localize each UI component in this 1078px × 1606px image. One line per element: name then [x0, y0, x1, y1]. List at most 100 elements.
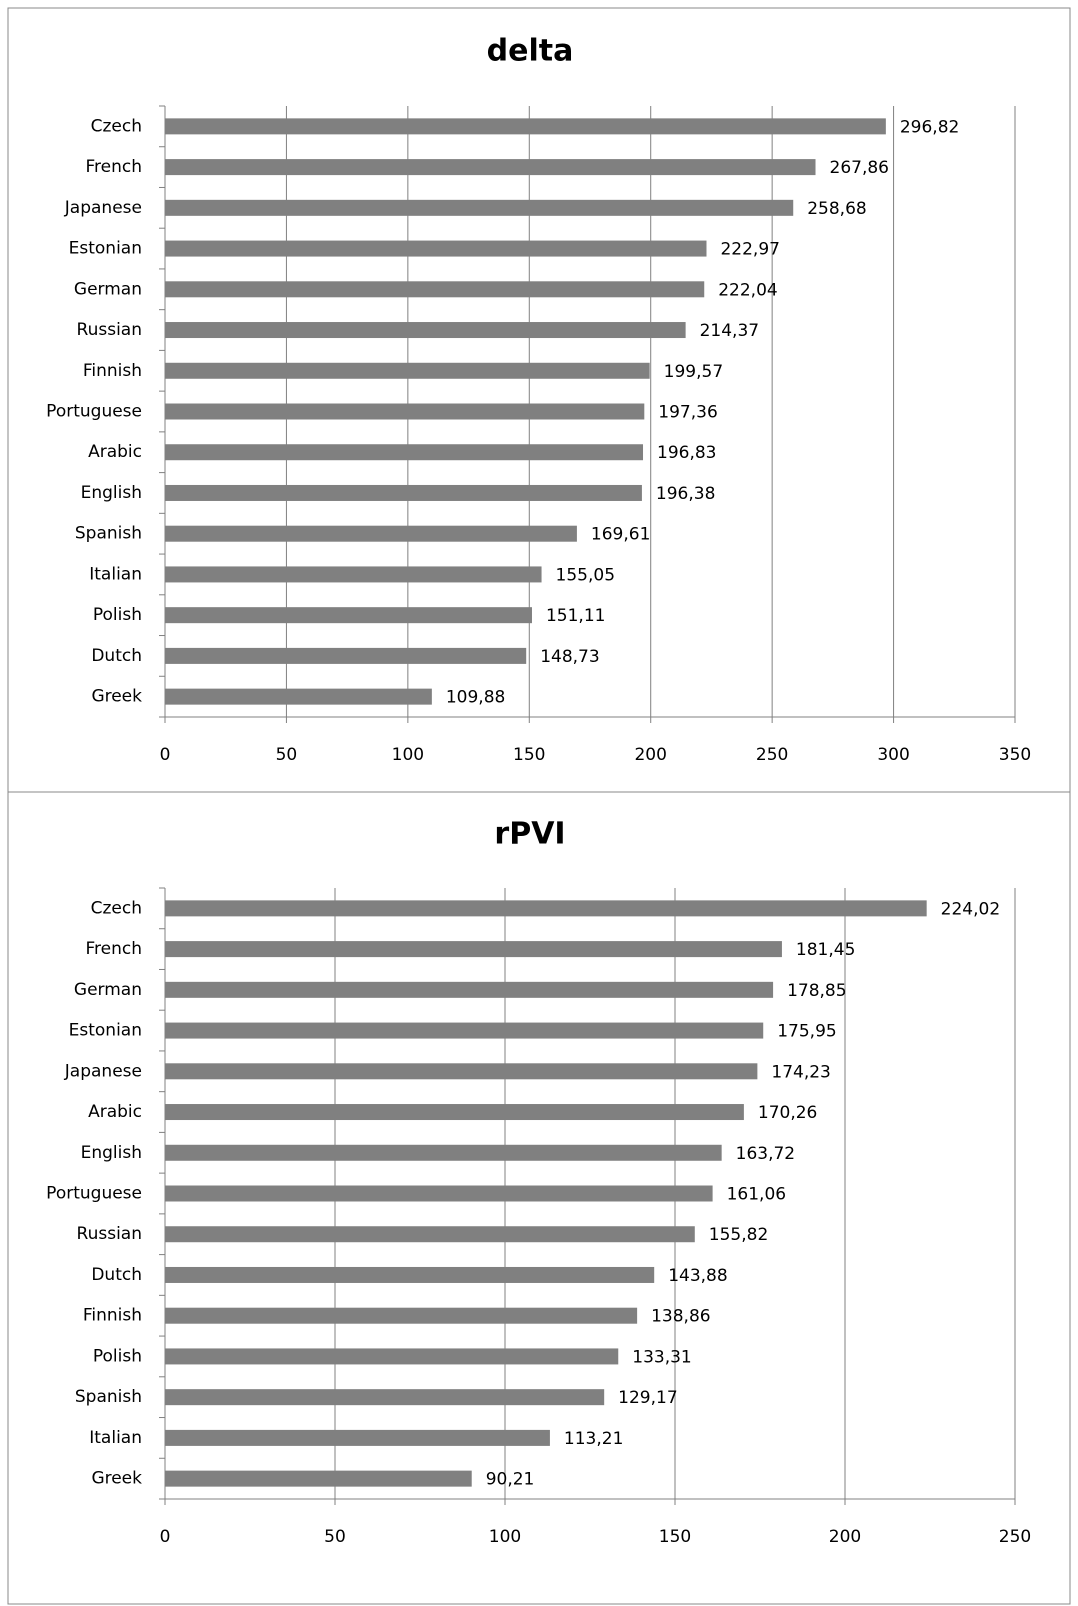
y-tick-label: English [81, 483, 142, 503]
y-tick-label: Russian [77, 1224, 142, 1244]
chart-title: delta [487, 34, 574, 69]
data-label: 199,57 [664, 362, 723, 382]
y-tick-label: Portuguese [46, 402, 142, 422]
x-tick-label: 300 [877, 745, 909, 765]
bar [165, 1226, 695, 1243]
data-label: 113,21 [564, 1429, 623, 1449]
bar [165, 403, 645, 420]
y-tick-label: English [81, 1143, 142, 1163]
y-tick-label: Dutch [91, 1265, 142, 1285]
data-label: 151,11 [546, 606, 605, 626]
bar [165, 1348, 619, 1365]
y-tick-label: Polish [93, 605, 142, 625]
data-label: 143,88 [668, 1266, 727, 1286]
data-label: 175,95 [777, 1022, 836, 1042]
x-tick-label: 0 [160, 1527, 171, 1547]
data-label: 222,97 [720, 240, 779, 260]
x-tick-label: 250 [999, 1527, 1031, 1547]
bar [165, 525, 577, 542]
bar [165, 484, 642, 501]
y-tick-label: Japanese [64, 198, 142, 218]
y-tick-label: Italian [89, 564, 142, 584]
y-tick-label: Czech [91, 898, 142, 918]
data-label: 148,73 [540, 647, 599, 667]
bar [165, 1266, 655, 1283]
y-tick-label: Estonian [69, 1021, 142, 1041]
bar [165, 444, 644, 461]
x-tick-label: 50 [276, 745, 298, 765]
data-label: 174,23 [771, 1062, 830, 1082]
bar [165, 1470, 472, 1487]
y-tick-label: Italian [89, 1428, 142, 1448]
bar [165, 981, 774, 998]
bar [165, 1185, 713, 1202]
data-label: 129,17 [618, 1388, 677, 1408]
data-label: 196,83 [657, 443, 716, 463]
data-label: 296,82 [900, 117, 959, 137]
data-label: 181,45 [796, 940, 855, 960]
bar [165, 688, 432, 705]
bar [165, 159, 816, 176]
y-tick-label: French [85, 939, 142, 959]
y-tick-label: Japanese [64, 1061, 142, 1081]
bar [165, 1307, 638, 1324]
x-tick-label: 350 [999, 745, 1031, 765]
y-tick-label: Czech [91, 116, 142, 136]
bar [165, 199, 794, 216]
y-tick-label: Greek [91, 1469, 142, 1489]
bar [165, 647, 527, 664]
y-tick-label: Greek [91, 687, 142, 707]
data-label: 267,86 [830, 158, 889, 178]
data-label: 170,26 [758, 1103, 817, 1123]
bar [165, 281, 705, 298]
data-label: 155,05 [556, 565, 615, 585]
data-label: 196,38 [656, 484, 715, 504]
data-label: 155,82 [709, 1225, 768, 1245]
y-tick-label: German [74, 980, 142, 1000]
y-tick-label: Russian [77, 320, 142, 340]
chart-title: rPVI [494, 817, 565, 852]
bar [165, 1022, 764, 1039]
bar [165, 900, 927, 917]
bar [165, 240, 707, 257]
x-tick-label: 250 [756, 745, 788, 765]
data-label: 109,88 [446, 688, 505, 708]
data-label: 214,37 [700, 321, 759, 341]
data-label: 90,21 [486, 1470, 535, 1490]
data-label: 178,85 [787, 981, 846, 1001]
data-label: 222,04 [718, 280, 777, 300]
x-tick-label: 200 [829, 1527, 861, 1547]
y-tick-label: French [85, 157, 142, 177]
y-tick-label: German [74, 279, 142, 299]
y-tick-label: Arabic [88, 442, 142, 462]
x-tick-label: 150 [513, 745, 545, 765]
bar [165, 322, 686, 339]
data-label: 133,31 [632, 1347, 691, 1367]
y-tick-label: Finnish [83, 1306, 142, 1326]
x-tick-label: 50 [324, 1527, 346, 1547]
bar [165, 607, 532, 624]
x-tick-label: 0 [160, 745, 171, 765]
bar [165, 1429, 550, 1446]
y-tick-label: Polish [93, 1346, 142, 1366]
y-tick-label: Arabic [88, 1102, 142, 1122]
bar [165, 118, 886, 135]
x-tick-label: 100 [392, 745, 424, 765]
bar [165, 1104, 744, 1121]
bar [165, 566, 542, 583]
y-tick-label: Estonian [69, 239, 142, 259]
y-tick-label: Finnish [83, 361, 142, 381]
y-tick-label: Portuguese [46, 1184, 142, 1204]
bar [165, 362, 650, 379]
data-label: 258,68 [807, 199, 866, 219]
bar [165, 1063, 758, 1080]
y-tick-label: Spanish [75, 1387, 142, 1407]
bar [165, 1144, 722, 1161]
bar [165, 941, 782, 958]
x-tick-label: 200 [634, 745, 666, 765]
panel-border [7, 791, 1071, 1605]
y-tick-label: Dutch [91, 646, 142, 666]
data-label: 138,86 [651, 1307, 710, 1327]
x-tick-label: 150 [659, 1527, 691, 1547]
